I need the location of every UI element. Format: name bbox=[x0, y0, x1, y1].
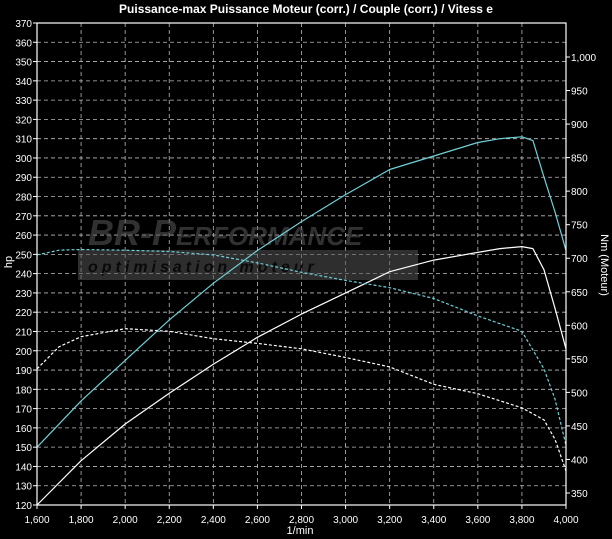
y-right-tick-label: 750 bbox=[571, 221, 588, 232]
y-left-tick-label: 320 bbox=[15, 115, 32, 126]
y-axis-right-label: Nm (Moteur) bbox=[598, 234, 610, 296]
y-left-tick-label: 180 bbox=[15, 385, 32, 396]
y-left-tick-label: 200 bbox=[15, 347, 32, 358]
y-left-tick-label: 170 bbox=[15, 405, 32, 416]
y-right-tick-label: 850 bbox=[571, 154, 588, 165]
y-axis-right: 350 400 450 500 550 600 650 700 750 800 850 900 950 1… bbox=[566, 53, 596, 500]
power-curve-1 bbox=[36, 246, 567, 506]
x-tick-label: 1,800 bbox=[69, 515, 94, 526]
power-curve-0 bbox=[36, 136, 567, 448]
x-tick-label: 3,000 bbox=[333, 515, 358, 526]
x-tick-label: 3,200 bbox=[377, 515, 402, 526]
y-right-tick-label: 1,000 bbox=[571, 53, 596, 64]
x-tick-label: 2,800 bbox=[289, 515, 314, 526]
x-axis-label: 1/min bbox=[287, 525, 314, 537]
y-right-tick-label: 500 bbox=[571, 388, 588, 399]
svg-text:BR-PERFORMANCE: BR-PERFORMANCE bbox=[88, 212, 363, 253]
y-left-tick-label: 220 bbox=[15, 308, 32, 319]
series-group bbox=[36, 136, 567, 506]
y-left-tick-label: 260 bbox=[15, 231, 32, 242]
chart-title: Puissance-max Puissance Moteur (corr.) /… bbox=[119, 2, 493, 16]
x-tick-label: 1,600 bbox=[24, 515, 49, 526]
y-left-tick-label: 230 bbox=[15, 289, 32, 300]
x-tick-label: 3,400 bbox=[421, 515, 446, 526]
y-axis-left-label: hp bbox=[3, 256, 15, 268]
y-left-tick-label: 240 bbox=[15, 270, 32, 281]
y-left-tick-label: 120 bbox=[15, 501, 32, 512]
y-left-tick-label: 300 bbox=[15, 154, 32, 165]
x-tick-label: 2,600 bbox=[245, 515, 270, 526]
watermark-logo: BR-PERFORMANCE optimisation moteur bbox=[78, 212, 418, 280]
y-left-tick-label: 330 bbox=[15, 96, 32, 107]
y-right-tick-label: 900 bbox=[571, 120, 588, 131]
y-left-tick-label: 270 bbox=[15, 212, 32, 223]
torque-curve-3 bbox=[36, 328, 567, 472]
y-right-tick-label: 550 bbox=[571, 355, 588, 366]
y-left-tick-label: 310 bbox=[15, 135, 32, 146]
y-left-tick-label: 160 bbox=[15, 424, 32, 435]
y-left-tick-label: 130 bbox=[15, 482, 32, 493]
x-tick-label: 3,800 bbox=[509, 515, 534, 526]
y-left-tick-label: 150 bbox=[15, 443, 32, 454]
y-right-tick-label: 800 bbox=[571, 187, 588, 198]
y-right-tick-label: 600 bbox=[571, 321, 588, 332]
y-right-tick-label: 350 bbox=[571, 489, 588, 500]
y-left-tick-label: 340 bbox=[15, 77, 32, 88]
x-tick-label: 2,000 bbox=[113, 515, 138, 526]
x-tick-label: 3,600 bbox=[465, 515, 490, 526]
y-left-tick-label: 210 bbox=[15, 327, 32, 338]
y-right-tick-label: 400 bbox=[571, 455, 588, 466]
y-left-tick-label: 370 bbox=[15, 19, 32, 30]
y-left-tick-label: 140 bbox=[15, 462, 32, 473]
y-left-tick-label: 280 bbox=[15, 193, 32, 204]
x-tick-label: 4,000 bbox=[553, 515, 578, 526]
torque-curve-2 bbox=[36, 248, 567, 446]
y-left-tick-label: 290 bbox=[15, 173, 32, 184]
y-left-tick-label: 350 bbox=[15, 58, 32, 69]
x-tick-label: 2,400 bbox=[201, 515, 226, 526]
y-left-tick-label: 360 bbox=[15, 38, 32, 49]
y-left-tick-label: 250 bbox=[15, 250, 32, 261]
svg-text:optimisation moteur: optimisation moteur bbox=[88, 259, 318, 276]
y-right-tick-label: 950 bbox=[571, 87, 588, 98]
x-tick-label: 2,200 bbox=[157, 515, 182, 526]
y-left-tick-label: 190 bbox=[15, 366, 32, 377]
x-axis: 1,600 1,800 2,000 2,200 2,400 2,600 2,800 3,000… bbox=[24, 505, 579, 526]
y-right-tick-label: 700 bbox=[571, 254, 588, 265]
y-axis-left: 120 130 140 150 160 170 180 190 200 210 220 230 240 2… bbox=[15, 19, 37, 512]
y-right-tick-label: 450 bbox=[571, 422, 588, 433]
y-right-tick-label: 650 bbox=[571, 288, 588, 299]
